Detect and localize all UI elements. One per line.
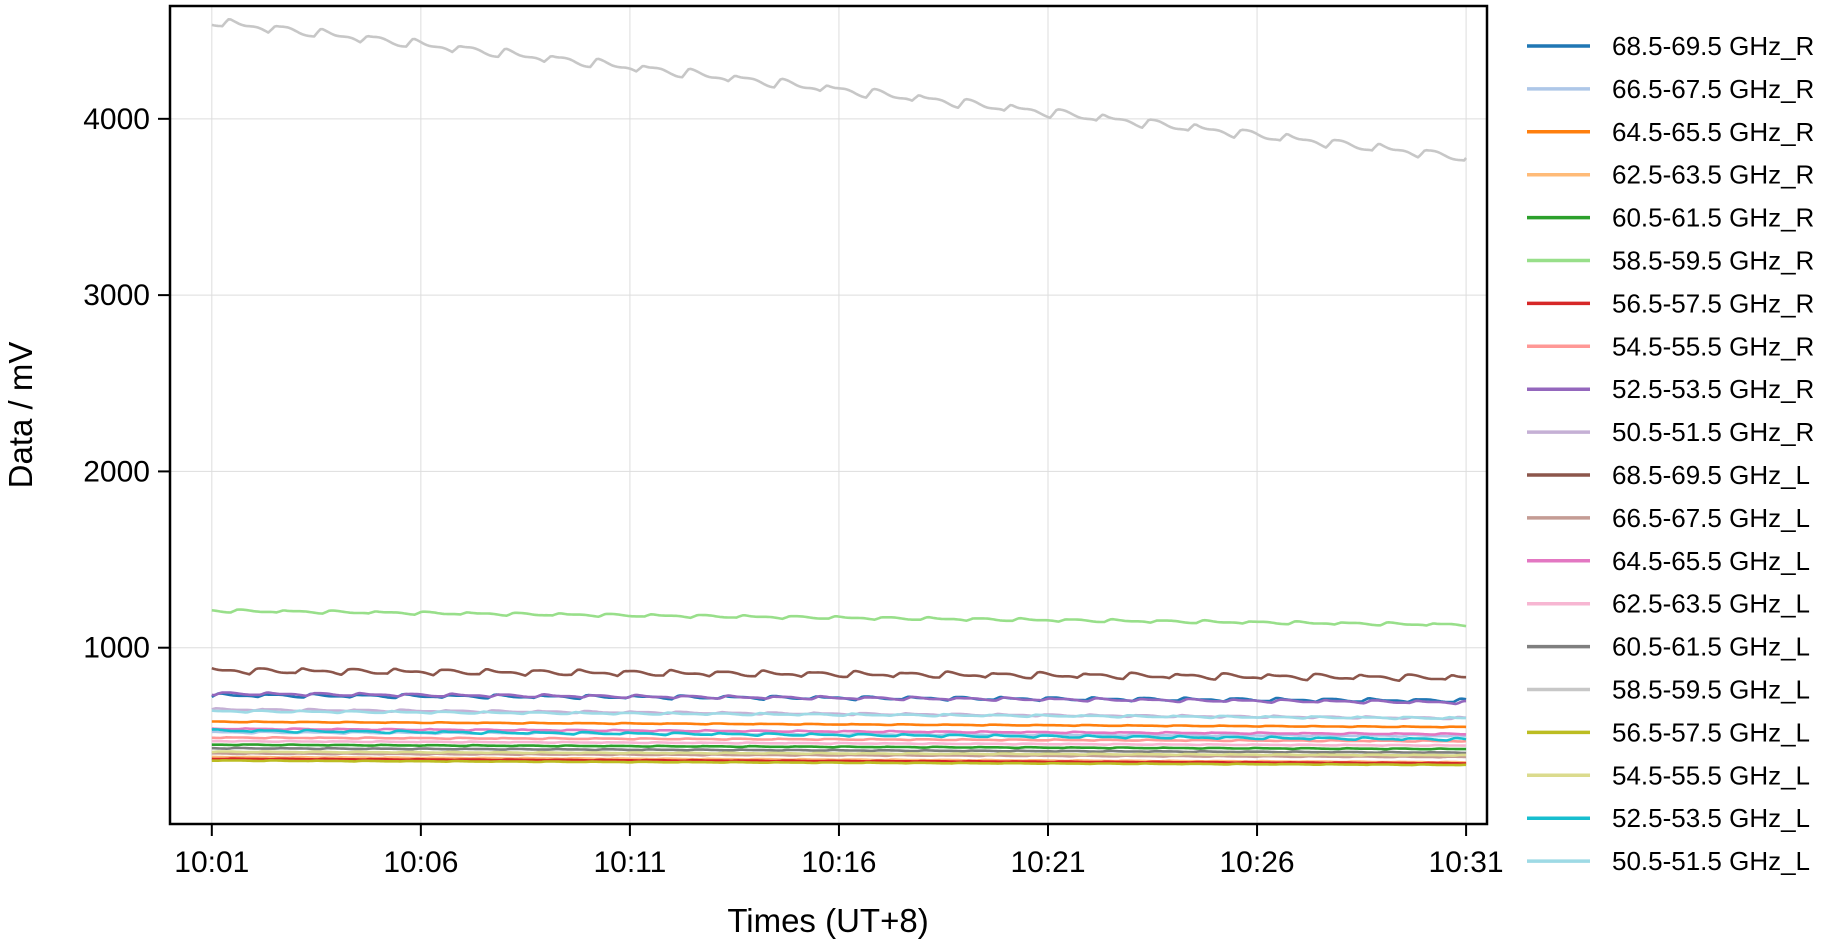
legend-label: 58.5-59.5 GHz_R [1612,246,1814,276]
legend-label: 60.5-61.5 GHz_L [1612,632,1810,662]
legend: 68.5-69.5 GHz_R 66.5-67.5 GHz_R 64.5-65.5 … [1527,31,1814,876]
y-axis-title: Data / mV [2,342,39,489]
legend-label: 62.5-63.5 GHz_L [1612,589,1810,619]
legend-label: 66.5-67.5 GHz_L [1612,503,1810,533]
series-line [211,750,1467,757]
legend-label: 64.5-65.5 GHz_L [1612,546,1810,576]
series-line [211,727,1467,736]
series-line [211,743,1467,751]
legend-label: 56.5-57.5 GHz_L [1612,717,1810,747]
series-line [211,739,1467,748]
x-tick-label: 10:06 [383,846,458,879]
x-tick-label: 10:11 [593,846,666,879]
x-axis-title: Times (UT+8) [727,902,928,939]
x-tick-label: 10:21 [1010,846,1085,879]
legend-label: 50.5-51.5 GHz_L [1612,846,1810,876]
legend-label: 68.5-69.5 GHz_R [1612,31,1814,61]
legend-label: 66.5-67.5 GHz_R [1612,74,1814,104]
y-tick-label: 4000 [83,103,150,136]
series-line [211,666,1467,683]
legend-label: 58.5-59.5 GHz_L [1612,675,1810,705]
x-tick-label: 10:01 [174,846,249,879]
series-line [211,727,1467,742]
series-lines [211,17,1468,767]
legend-label: 68.5-69.5 GHz_L [1612,460,1810,490]
legend-label: 60.5-61.5 GHz_R [1612,203,1814,233]
legend-label: 54.5-55.5 GHz_L [1612,760,1810,790]
y-tick-label: 1000 [83,632,150,665]
series-line [211,709,1467,721]
legend-label: 64.5-65.5 GHz_R [1612,117,1814,147]
y-tick-label: 3000 [83,279,150,312]
legend-label: 56.5-57.5 GHz_R [1612,288,1814,318]
legend-label: 50.5-51.5 GHz_R [1612,417,1814,447]
x-tick-label: 10:16 [801,846,876,879]
series-line [211,746,1467,755]
series-line [211,608,1467,628]
legend-label: 62.5-63.5 GHz_R [1612,160,1814,190]
series-line [211,757,1467,765]
series-line [211,720,1467,729]
grid-lines [170,6,1487,824]
series-line [211,17,1468,162]
legend-label: 54.5-55.5 GHz_R [1612,331,1814,361]
x-tick-label: 10:31 [1429,846,1504,879]
plot-frame [168,4,1489,826]
series-line [211,691,1467,706]
x-tick-label: 10:26 [1220,846,1295,879]
series-line [211,751,1467,759]
series-line [211,759,1467,767]
y-tick-label: 2000 [83,455,150,488]
series-line [211,735,1467,743]
axis-ticks: 10:01 10:06 10:11 10:16 10:21 10:26 10:31 1000 2… [83,103,1503,879]
legend-label: 52.5-53.5 GHz_R [1612,374,1814,404]
legend-label: 52.5-53.5 GHz_L [1612,803,1810,833]
